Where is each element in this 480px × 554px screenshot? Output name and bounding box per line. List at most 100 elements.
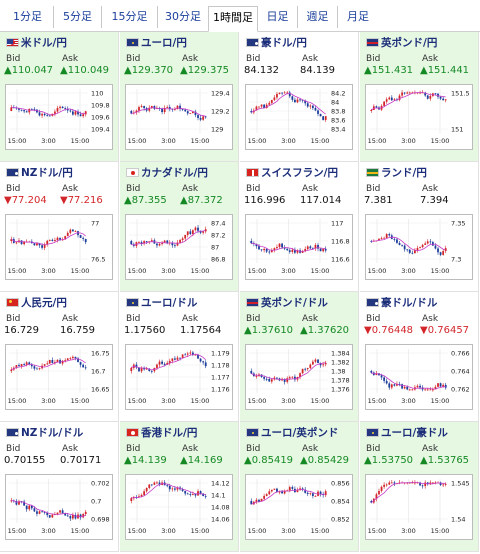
candle-body <box>150 240 153 242</box>
pair-title[interactable]: 香港ドル/円 <box>126 426 197 440</box>
mini-chart[interactable]: 15:00 3:00 15:00 7.35 7.3 <box>365 214 473 280</box>
candle-body <box>56 512 59 515</box>
pair-card[interactable]: 豪ドル/円 Bid Ask 84.132 84.139 15:00 3:00 15:00 84.… <box>240 32 359 162</box>
pair-title[interactable]: 英ポンド/ドル <box>246 296 328 310</box>
flag-icon <box>6 428 19 437</box>
candle-body <box>15 501 18 505</box>
pair-title[interactable]: ユーロ/英ポンド <box>246 426 338 440</box>
candle-body <box>442 251 445 255</box>
candle-body <box>48 115 51 117</box>
pair-title[interactable]: ユーロ/ドル <box>126 296 197 310</box>
mini-chart[interactable]: 15:00 3:00 15:00 0.702 0.7 0.698 <box>5 474 113 540</box>
candle-body <box>311 105 314 109</box>
pair-card[interactable]: ユーロ/円 Bid Ask ▲129.370 ▲129.375 15:00 3:00 15:0… <box>120 32 239 162</box>
mini-chart[interactable]: 15:00 3:00 15:00 87.4 87.2 87 86.8 <box>125 214 233 280</box>
tab-weekly[interactable]: 週足 <box>298 6 338 28</box>
candle-body <box>199 230 202 233</box>
candle-body <box>158 482 161 485</box>
mini-chart[interactable]: 15:00 3:00 15:00 16.75 16.7 16.65 <box>5 344 113 410</box>
candle-body <box>194 111 197 116</box>
candle-body <box>46 363 49 365</box>
candle-body <box>288 250 291 252</box>
candle-body <box>265 248 268 252</box>
mini-chart[interactable]: 15:00 3:00 15:00 84.2 84 83.8 83.6 83.4 <box>245 84 353 150</box>
tab-1hour[interactable]: 1時間足 <box>208 6 258 32</box>
pair-card[interactable]: カナダドル/円 Bid Ask ▲87.355 ▲87.372 15:00 3:00 15:0… <box>120 162 239 292</box>
candle-body <box>197 354 199 359</box>
candle-body <box>174 488 176 490</box>
pair-card[interactable]: ユーロ/豪ドル Bid Ask ▲1.53750 ▲1.53765 15:00 3:00 15… <box>360 422 479 552</box>
pair-card[interactable]: NZドル/円 Bid Ask ▼77.204 ▼77.216 15:00 3:00 15:00… <box>0 162 119 292</box>
candle-body <box>426 482 429 485</box>
pair-title[interactable]: ユーロ/円 <box>126 36 187 50</box>
pair-card[interactable]: ユーロ/英ポンド Bid Ask ▲0.85419 ▲0.85429 15:00 3:00 1… <box>240 422 359 552</box>
candle-body <box>166 107 169 108</box>
pair-title[interactable]: 人民元/円 <box>6 296 67 310</box>
pair-card[interactable]: 英ポンド/ドル Bid Ask ▲1.37610 ▲1.37620 15:00 3:00 15… <box>240 292 359 422</box>
mini-chart[interactable]: 15:00 3:00 15:00 110 109.8 109.6 109.4 <box>5 84 113 150</box>
candle-body <box>434 386 437 390</box>
pair-title[interactable]: カナダドル/円 <box>126 166 208 180</box>
tab-daily[interactable]: 日足 <box>258 6 298 28</box>
pair-card[interactable]: 米ドル/円 Bid Ask ▲110.047 ▲110.049 15:00 3:00 15:0… <box>0 32 119 162</box>
moving-average-line <box>11 107 86 116</box>
pair-title[interactable]: 豪ドル/ドル <box>366 296 437 310</box>
mini-chart[interactable]: 15:00 3:00 15:00 0.856 0.854 0.852 <box>245 474 353 540</box>
candle-body <box>69 516 72 519</box>
pair-card[interactable]: 英ポンド/円 Bid Ask ▲151.431 ▲151.441 15:00 3:00 15:… <box>360 32 479 162</box>
pair-title[interactable]: 米ドル/円 <box>6 36 67 50</box>
ask-value: ▲87.372 <box>180 195 223 206</box>
pair-title[interactable]: NZドル/円 <box>6 166 73 180</box>
candle-body <box>176 105 179 110</box>
candle-body <box>260 104 263 107</box>
tab-monthly[interactable]: 月足 <box>347 10 369 23</box>
flag-icon <box>126 428 139 437</box>
flag-icon <box>126 38 139 47</box>
candle-body <box>38 112 41 116</box>
pair-title[interactable]: 豪ドル/円 <box>246 36 307 50</box>
candle-body <box>276 488 278 492</box>
pair-card[interactable]: 豪ドル/ドル Bid Ask ▼0.76448 ▼0.76457 15:00 3:00 15:… <box>360 292 479 422</box>
time-tick-label: 3:00 <box>41 527 56 535</box>
mini-chart[interactable]: 15:00 3:00 15:00 117 116.8 116.6 <box>245 214 353 280</box>
candle-body <box>403 386 406 389</box>
ask-value: ▲1.53765 <box>420 455 470 466</box>
tab-1min[interactable]: 1分足 <box>2 6 54 28</box>
mini-chart[interactable]: 15:00 3:00 15:00 1.384 1.382 1.38 1.378 1.376 <box>245 344 353 410</box>
candle-body <box>306 492 309 494</box>
pair-title[interactable]: 英ポンド/円 <box>366 36 437 50</box>
candle-body <box>43 511 46 513</box>
price-tick-label: 16.65 <box>91 386 110 394</box>
candle-body <box>186 493 189 495</box>
candle-body <box>168 485 171 490</box>
pair-card[interactable]: 香港ドル/円 Bid Ask ▲14.139 ▲14.169 15:00 3:00 15:00… <box>120 422 239 552</box>
tab-5min[interactable]: 5分足 <box>54 6 102 28</box>
pair-card[interactable]: スイスフラン/円 Bid Ask 116.996 117.014 15:00 3:00 15:… <box>240 162 359 292</box>
pair-title[interactable]: スイスフラン/円 <box>246 166 338 180</box>
candle-body <box>383 101 386 106</box>
candle-body <box>288 92 291 97</box>
candle-body <box>291 376 294 378</box>
mini-chart[interactable]: 15:00 3:00 15:00 14.12 14.1 14.08 14.06 <box>125 474 233 540</box>
tab-15min[interactable]: 15分足 <box>102 6 158 28</box>
pair-card[interactable]: NZドル/ドル Bid Ask 0.70155 0.70171 15:00 3:00 15:0… <box>0 422 119 552</box>
mini-chart[interactable]: 15:00 3:00 15:00 1.179 1.178 1.177 1.176 <box>125 344 233 410</box>
mini-chart[interactable]: 15:00 3:00 15:00 1.545 1.54 <box>365 474 473 540</box>
candlestick-chart: 15:00 3:00 15:00 1.179 1.178 1.177 1.176 <box>128 349 230 405</box>
pair-card[interactable]: 人民元/円 Bid Ask 16.729 16.759 15:00 3:00 15:00 16.… <box>0 292 119 422</box>
pair-card[interactable]: ユーロ/ドル Bid Ask 1.17560 1.17564 15:00 3:00 15:00… <box>120 292 239 422</box>
candle-body <box>319 248 322 252</box>
time-tick-label: 15:00 <box>248 137 267 145</box>
mini-chart[interactable]: 15:00 3:00 15:00 77 76.5 <box>5 214 113 280</box>
mini-chart[interactable]: 15:00 3:00 15:00 0.766 0.764 0.762 <box>365 344 473 410</box>
pair-title[interactable]: ユーロ/豪ドル <box>366 426 448 440</box>
ask-label: Ask <box>182 444 199 454</box>
mini-chart[interactable]: 15:00 3:00 15:00 129.4 129.2 129 <box>125 84 233 150</box>
pair-card[interactable]: ランド/円 Bid Ask 7.381 7.394 15:00 3:00 15:00 7.35 7… <box>360 162 479 292</box>
price-tick-label: 87.4 <box>211 220 225 228</box>
pair-title[interactable]: NZドル/ドル <box>6 426 83 440</box>
price-tick-label: 7.3 <box>451 256 461 264</box>
pair-title[interactable]: ランド/円 <box>366 166 427 180</box>
mini-chart[interactable]: 15:00 3:00 15:00 151.5 151 <box>365 84 473 150</box>
tab-30min[interactable]: 30分足 <box>165 10 201 23</box>
